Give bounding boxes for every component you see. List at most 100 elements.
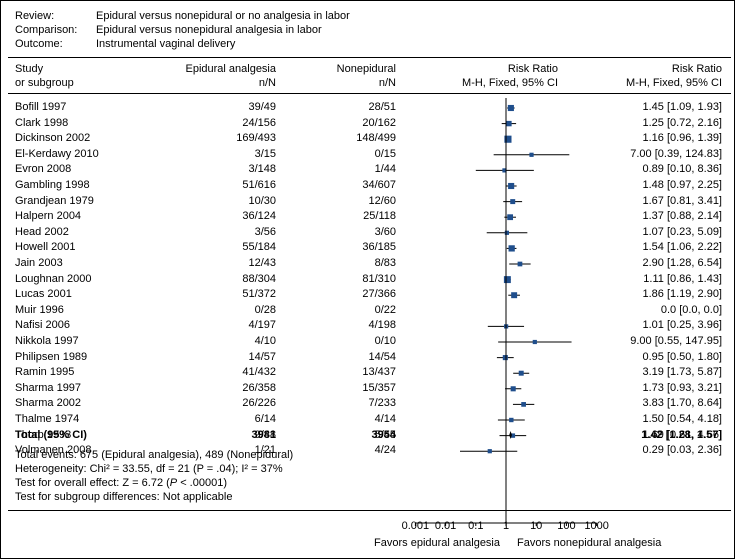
rr-marker <box>509 417 514 423</box>
stats-subgroup: Test for subgroup differences: Not appli… <box>15 491 233 503</box>
footer-rule <box>8 510 731 511</box>
rr-marker <box>521 402 526 407</box>
col-study-line2: or subgroup <box>15 77 74 89</box>
study-nonepidural: 4/14 <box>374 413 396 425</box>
study-name: Sharma 1997 <box>15 381 82 394</box>
study-epidural: 4/10 <box>254 335 276 347</box>
stats-overall-effect-post: < .00001) <box>177 477 227 489</box>
favors-left-label: Favors epidural analgesia <box>374 537 500 549</box>
column-header-rule <box>8 93 731 94</box>
study-epidural: 36/124 <box>242 210 276 223</box>
study-rr-text: 0.0 [0.0, 0.0] <box>660 303 722 316</box>
rr-marker <box>518 370 524 376</box>
study-nonepidural: 148/499 <box>356 132 396 145</box>
rr-marker <box>529 152 534 157</box>
study-rr-text: 1.86 [1.19, 2.90] <box>642 288 722 301</box>
rr-marker <box>508 182 515 190</box>
study-name: Bofill 1997 <box>15 101 67 113</box>
study-name: Thorp 1993 <box>15 428 72 441</box>
comparison-value: Epidural versus nonepidural analgesia in… <box>96 24 322 36</box>
study-epidural: 3/15 <box>254 147 276 160</box>
favors-right-label: Favors nonepidural analgesia <box>517 537 662 549</box>
study-nonepidural: 12/60 <box>368 194 396 207</box>
study-rr-text: 0.95 [0.50, 1.80] <box>642 350 722 363</box>
study-nonepidural: 34/607 <box>362 179 396 191</box>
study-epidural: 41/432 <box>242 366 276 379</box>
stats-overall-effect-p: P <box>169 477 178 489</box>
study-rr-text: 1.50 [0.54, 4.18] <box>642 413 722 425</box>
study-rr-text: 3.19 [1.73, 5.87] <box>642 366 722 379</box>
study-name: Muir 1996 <box>15 303 64 316</box>
study-rr-text: 3.83 [1.70, 8.64] <box>642 397 722 410</box>
total-rr-text: 1.42 [1.28, 1.57] <box>641 429 722 441</box>
study-nonepidural: 25/118 <box>363 210 396 223</box>
study-rr-text: 7.00 [0.39, 124.83] <box>630 147 722 160</box>
study-nonepidural: 14/54 <box>368 350 396 363</box>
study-rr-text: 1.25 [0.72, 2.16] <box>642 116 722 129</box>
study-nonepidural: 81/310 <box>362 272 396 285</box>
study-nonepidural: 3/60 <box>374 225 396 238</box>
study-name: Grandjean 1979 <box>15 194 94 207</box>
total-nonepidural: 3954 <box>371 429 396 441</box>
study-nonepidural: 36/185 <box>362 241 396 254</box>
study-rr-text: 1.16 [0.96, 1.39] <box>642 132 722 145</box>
study-name: Lucas 2001 <box>15 288 72 301</box>
rr-marker <box>510 433 516 438</box>
stats-total-events: Total events: 675 (Epidural analgesia), … <box>15 449 294 461</box>
study-rr-text: 1.48 [0.97, 2.25] <box>642 179 722 191</box>
col-nonepidural-line1: Nonepidural <box>336 63 396 75</box>
study-name: Jain 2003 <box>15 257 63 269</box>
study-epidural: 51/372 <box>242 288 276 301</box>
study-nonepidural: 0/10 <box>374 335 396 347</box>
study-name: Thalme 1974 <box>15 413 80 425</box>
study-epidural: 55/184 <box>242 241 276 254</box>
total-epidural: 3981 <box>251 429 276 441</box>
stats-overall-effect-pre: Test for overall effect: Z = 6.72 ( <box>15 477 170 489</box>
outcome-value: Instrumental vaginal delivery <box>96 38 236 50</box>
comparison-label: Comparison: <box>15 24 78 36</box>
rr-marker <box>502 355 508 361</box>
col-rr-line1: Risk Ratio <box>671 63 722 75</box>
study-name: Nafisi 2006 <box>15 319 71 332</box>
study-epidural: 0/28 <box>254 303 276 316</box>
rr-marker <box>510 386 516 392</box>
study-nonepidural: 7/233 <box>368 397 396 410</box>
total-diamond <box>509 431 512 439</box>
study-nonepidural: 0/15 <box>374 147 396 160</box>
study-epidural: 12/43 <box>248 257 276 269</box>
col-plot-line2: M-H, Fixed, 95% CI <box>462 77 558 89</box>
study-nonepidural: 0/22 <box>374 303 396 316</box>
study-name: Ramin 1995 <box>15 366 75 379</box>
col-rr-line2: M-H, Fixed, 95% CI <box>626 77 722 89</box>
study-nonepidural: 4/198 <box>368 319 396 332</box>
study-rr-text: 1.73 [0.93, 3.21] <box>642 381 722 394</box>
study-name: Gambling 1998 <box>15 179 90 191</box>
col-nonepidural-line2: n/N <box>378 77 396 89</box>
study-name: Sharma 2002 <box>15 397 82 410</box>
study-rr-text: 2.90 [1.28, 6.54] <box>642 257 722 269</box>
study-name: Howell 2001 <box>15 241 76 254</box>
rr-marker <box>532 339 537 345</box>
rr-marker <box>503 276 511 284</box>
rr-marker <box>517 261 523 267</box>
study-nonepidural: 15/357 <box>362 381 396 394</box>
study-rr-text: 0.89 [0.10, 8.36] <box>642 163 722 176</box>
study-name: Evron 2008 <box>15 163 72 176</box>
study-name: El-Kerdawy 2010 <box>15 147 99 160</box>
study-name: Volmanen 2008 <box>15 444 92 457</box>
rr-marker <box>506 120 512 127</box>
study-epidural: 14/57 <box>248 350 276 363</box>
study-epidural: 24/156 <box>242 116 276 129</box>
study-nonepidural: 1/44 <box>374 163 396 176</box>
study-rr-text: 1.69 [0.61, 4.66] <box>642 428 722 441</box>
study-epidural: 39/49 <box>248 101 276 113</box>
study-nonepidural: 4/24 <box>374 444 396 457</box>
study-epidural: 4/197 <box>248 319 276 332</box>
rr-marker <box>487 449 492 454</box>
rr-marker <box>502 168 507 173</box>
rr-marker <box>507 104 514 112</box>
study-epidural: 3/148 <box>248 163 276 176</box>
stats-heterogeneity: Heterogeneity: Chi² = 33.55, df = 21 (P … <box>15 463 283 475</box>
